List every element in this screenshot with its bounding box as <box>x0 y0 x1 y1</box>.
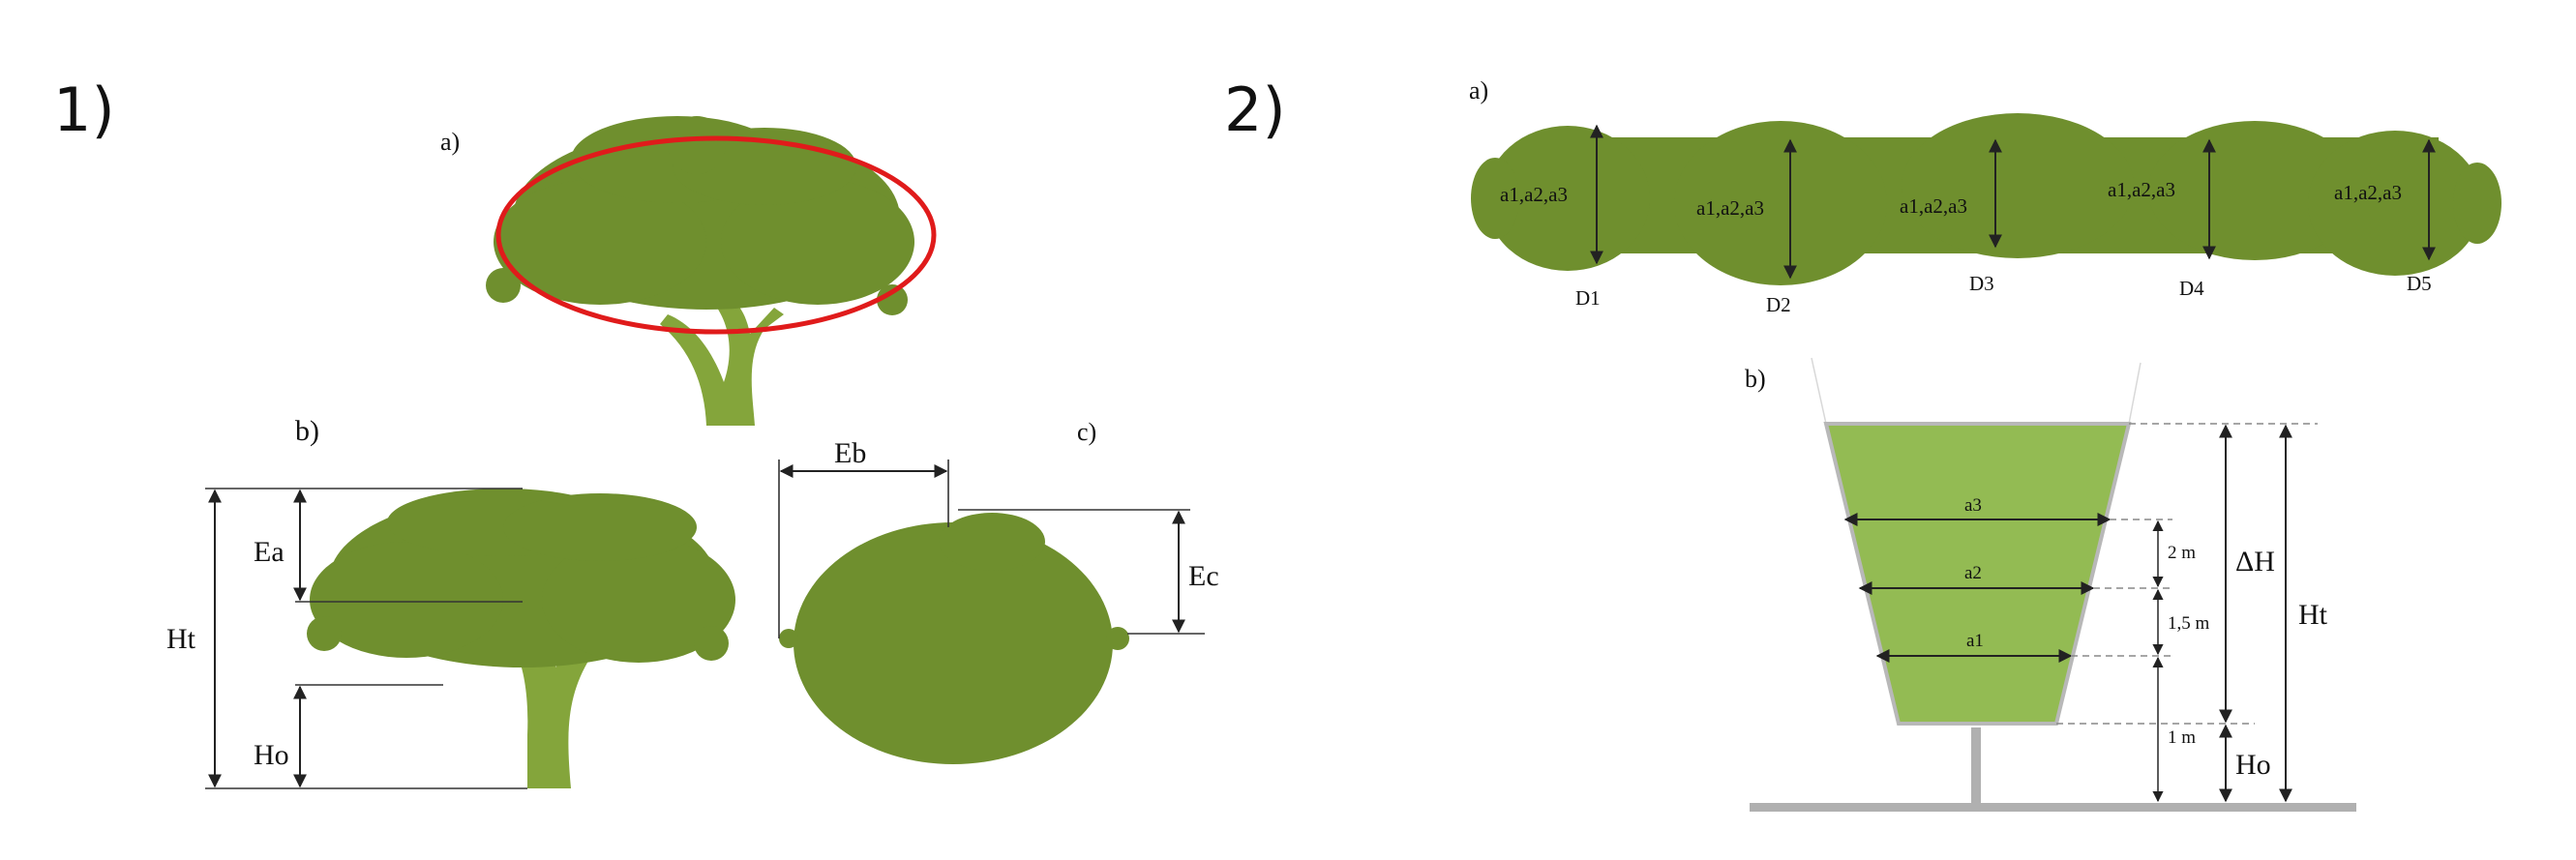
tree-1b-crown <box>307 489 735 667</box>
label-eb: Eb <box>834 437 866 469</box>
hedge-d4-label: D4 <box>2179 277 2204 300</box>
panel-1b-tree: b) Ea Ht Ho <box>166 415 735 789</box>
seg-2m-label: 2 m <box>2168 543 2196 563</box>
panel-1c-crown: c) Eb Ec <box>778 418 1219 764</box>
panel-1a-label: a) <box>440 128 460 156</box>
delta-h-label: ΔH <box>2235 546 2275 578</box>
panel-2b-label: b) <box>1745 365 1766 393</box>
ground-line <box>1750 803 2356 812</box>
guide-left <box>1811 357 1827 425</box>
stem <box>1971 727 1981 805</box>
crown-1c-shape <box>779 513 1129 764</box>
ht-label-2: Ht <box>2298 599 2328 631</box>
hedge-d3-label: D3 <box>1969 272 1994 295</box>
seg-1m-label: 1 m <box>2168 727 2196 748</box>
hedge-section-3-label: a1,a2,a3 <box>1900 194 1967 218</box>
a1-label: a1 <box>1966 631 1984 651</box>
guide-right <box>2128 362 2142 425</box>
a2-label: a2 <box>1964 563 1982 583</box>
hedge-section-4-label: a1,a2,a3 <box>2108 178 2175 201</box>
label-ht: Ht <box>166 623 196 655</box>
hedge-section-2-label: a1,a2,a3 <box>1696 196 1764 220</box>
tree-1a-crown <box>486 116 914 315</box>
a3-label: a3 <box>1964 495 1982 516</box>
hedge-section-5-label: a1,a2,a3 <box>2334 181 2402 204</box>
panel-2b-profile: b) a3 a2 a1 2 m 1,5 m 1 m ΔH Ht Ho <box>1745 357 2356 812</box>
panel-1a-tree: a) <box>440 116 937 426</box>
tree-1a-trunk <box>660 290 784 426</box>
panel-1c-label: c) <box>1077 418 1096 446</box>
panel-2-number: 2) <box>1224 74 1286 145</box>
crown-ellipse <box>495 135 937 335</box>
hedge-d5-label: D5 <box>2407 272 2432 295</box>
hedge-d2-label: D2 <box>1766 293 1791 316</box>
panel-1b-label: b) <box>295 415 319 447</box>
hedge-section-1-label: a1,a2,a3 <box>1500 183 1568 206</box>
label-ec: Ec <box>1188 560 1219 592</box>
seg-15m-label: 1,5 m <box>2168 613 2210 634</box>
ho-label-2: Ho <box>2235 749 2271 781</box>
hedge-shape <box>1471 113 2501 285</box>
panel-2a-hedge: a) a1,a2,a3 a1,a2,a3 a1,a2,a3 a1,a2,a3 a… <box>1469 76 2501 316</box>
hedge-d1-label: D1 <box>1575 286 1601 310</box>
panel-2a-label: a) <box>1469 76 1488 104</box>
label-ea: Ea <box>254 536 285 568</box>
label-ho: Ho <box>254 739 289 771</box>
panel-1-number: 1) <box>53 74 115 145</box>
